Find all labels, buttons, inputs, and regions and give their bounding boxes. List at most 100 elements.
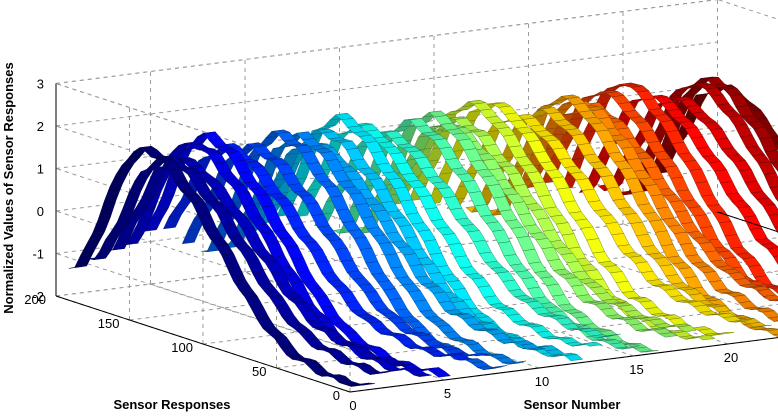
ribbon-segment bbox=[345, 300, 364, 312]
ribbon-segment bbox=[766, 329, 778, 336]
ribbon-segment bbox=[502, 279, 522, 292]
ribbon-segment bbox=[364, 291, 383, 303]
ribbon-segment bbox=[98, 199, 117, 220]
ribbon-segment bbox=[580, 226, 600, 241]
ribbon-segment bbox=[546, 283, 565, 297]
ribbon-segment bbox=[467, 230, 486, 243]
ribbon-segment bbox=[359, 247, 379, 264]
ribbon-segment bbox=[275, 304, 295, 317]
y-tick-label: 50 bbox=[252, 364, 266, 379]
ribbon-segment bbox=[581, 188, 601, 203]
ribbon-sensor-27 bbox=[559, 82, 778, 294]
ribbon-segment bbox=[637, 203, 656, 215]
ribbon-segment bbox=[538, 194, 557, 209]
ribbon-segment bbox=[607, 151, 627, 163]
ribbon-segment bbox=[729, 93, 749, 108]
ribbon-segment bbox=[665, 274, 684, 285]
ribbon-sensor-21 bbox=[446, 113, 753, 323]
ribbon-segment bbox=[701, 194, 720, 207]
ribbon-segment bbox=[738, 169, 758, 183]
y-tick-label: 100 bbox=[171, 340, 193, 355]
ribbon-segment bbox=[485, 221, 505, 232]
grid-line bbox=[717, 0, 778, 20]
ribbon-segment bbox=[630, 221, 649, 237]
ribbon-segment bbox=[617, 244, 636, 255]
ribbon-segment bbox=[709, 280, 728, 291]
ribbon-segment bbox=[740, 135, 759, 149]
grid-line bbox=[622, 223, 778, 276]
ribbon-segment bbox=[417, 229, 437, 242]
ribbon-segment bbox=[181, 228, 201, 245]
ribbon-segment bbox=[379, 220, 399, 234]
ribbon-sensor-1 bbox=[68, 145, 375, 387]
ribbon-segment bbox=[508, 360, 527, 365]
ribbon-segment bbox=[274, 337, 293, 348]
ribbon-segment bbox=[609, 271, 629, 283]
ribbon-segment bbox=[771, 287, 778, 294]
ribbon-segment bbox=[775, 300, 778, 302]
y-tick-label: 200 bbox=[24, 292, 46, 307]
ribbon-segment bbox=[761, 310, 778, 319]
ribbon-segment bbox=[256, 317, 276, 329]
ribbon-segment bbox=[636, 90, 656, 101]
ribbon-segment bbox=[478, 251, 498, 263]
ribbon-segment bbox=[252, 271, 271, 285]
ribbon-segment bbox=[612, 198, 632, 209]
ribbon-segment bbox=[664, 165, 684, 179]
ribbon-segment bbox=[315, 260, 335, 275]
ribbon-segment bbox=[103, 184, 123, 202]
ribbon-segment bbox=[695, 181, 714, 197]
ribbon-segment bbox=[454, 255, 473, 269]
ribbon-segment bbox=[734, 123, 753, 138]
ribbon-segment bbox=[503, 254, 523, 266]
ribbon-segment bbox=[690, 136, 710, 149]
ribbon-segment bbox=[527, 286, 546, 299]
ribbon-segment bbox=[709, 128, 729, 141]
ribbon-segment bbox=[583, 341, 603, 347]
ribbon-segment bbox=[516, 236, 536, 252]
ribbon-segment bbox=[766, 247, 778, 257]
ribbon-sensor-2 bbox=[87, 155, 394, 375]
ribbon-segment bbox=[748, 264, 767, 278]
ribbon-segment bbox=[383, 288, 402, 300]
ribbon-segment bbox=[353, 236, 373, 250]
grid-line bbox=[55, 0, 718, 84]
ribbon-segment bbox=[689, 168, 708, 184]
ribbon-segment bbox=[719, 181, 739, 195]
ribbon-segment bbox=[388, 297, 408, 311]
ribbon-segment bbox=[334, 247, 354, 262]
ribbon-segment bbox=[621, 345, 640, 350]
ribbon-segment bbox=[328, 239, 348, 250]
ribbon-segment bbox=[762, 294, 778, 301]
ribbon-segment bbox=[715, 137, 734, 150]
ribbon-segment bbox=[555, 222, 575, 236]
ribbon-segment bbox=[742, 257, 761, 267]
ribbon-segment bbox=[497, 241, 517, 257]
ribbon-segment bbox=[86, 231, 105, 245]
ribbon-segment bbox=[413, 373, 432, 377]
ribbon-segment bbox=[370, 300, 389, 311]
ribbon-segment bbox=[477, 285, 497, 298]
ribbon-segment bbox=[442, 233, 461, 246]
ribbon-segment bbox=[394, 363, 413, 367]
ribbon-segment bbox=[521, 277, 540, 289]
ribbon-segment bbox=[314, 295, 334, 308]
ribbon-segment bbox=[471, 277, 491, 288]
ribbon-segment bbox=[292, 227, 312, 238]
z-tick-label: -1 bbox=[32, 247, 44, 262]
ribbon-segment bbox=[602, 333, 621, 337]
ribbon-segment bbox=[737, 206, 757, 218]
ribbon-segment bbox=[562, 200, 582, 214]
ribbon-segment bbox=[640, 270, 660, 282]
ribbon-segment bbox=[375, 370, 394, 374]
ribbon-sensor-8 bbox=[201, 129, 508, 370]
ribbon-segment bbox=[708, 161, 727, 172]
ribbon-segment bbox=[659, 264, 679, 277]
ribbon-segment bbox=[356, 382, 375, 386]
ribbon-segment bbox=[451, 353, 470, 361]
ribbon-segment bbox=[732, 160, 752, 172]
ribbon-segment bbox=[286, 215, 306, 230]
